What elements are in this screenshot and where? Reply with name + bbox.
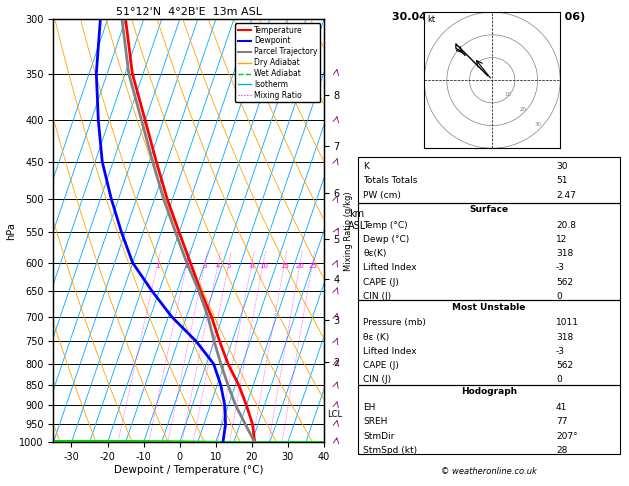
Text: 41: 41 bbox=[556, 403, 567, 412]
Text: SREH: SREH bbox=[364, 417, 388, 426]
Y-axis label: hPa: hPa bbox=[6, 222, 16, 240]
Y-axis label: km
ASL: km ASL bbox=[347, 209, 365, 231]
Text: Pressure (mb): Pressure (mb) bbox=[364, 318, 426, 327]
Text: 10: 10 bbox=[504, 92, 511, 97]
Text: θε(K): θε(K) bbox=[364, 249, 387, 258]
Text: 30: 30 bbox=[556, 162, 567, 171]
Text: CAPE (J): CAPE (J) bbox=[364, 278, 399, 287]
Text: K: K bbox=[364, 162, 369, 171]
Text: 1: 1 bbox=[155, 263, 160, 269]
Text: 10: 10 bbox=[259, 263, 268, 269]
Legend: Temperature, Dewpoint, Parcel Trajectory, Dry Adiabat, Wet Adiabat, Isotherm, Mi: Temperature, Dewpoint, Parcel Trajectory… bbox=[235, 23, 320, 102]
Text: 318: 318 bbox=[556, 332, 573, 342]
Text: 77: 77 bbox=[556, 417, 567, 426]
Text: kt: kt bbox=[427, 15, 435, 24]
Text: -3: -3 bbox=[556, 263, 565, 273]
Text: 5: 5 bbox=[226, 263, 231, 269]
Text: 0: 0 bbox=[556, 375, 562, 384]
Text: PW (cm): PW (cm) bbox=[364, 191, 401, 200]
Text: 20: 20 bbox=[296, 263, 304, 269]
Text: 20: 20 bbox=[520, 107, 526, 112]
Text: θε (K): θε (K) bbox=[364, 332, 389, 342]
Text: 20.8: 20.8 bbox=[556, 221, 576, 229]
Text: 3: 3 bbox=[203, 263, 208, 269]
Bar bbox=[358, 157, 620, 203]
Text: 1011: 1011 bbox=[556, 318, 579, 327]
Text: Lifted Index: Lifted Index bbox=[364, 263, 417, 273]
Text: 15: 15 bbox=[280, 263, 289, 269]
Text: 51: 51 bbox=[556, 176, 567, 185]
Text: 28: 28 bbox=[556, 446, 567, 455]
Text: Mixing Ratio (g/kg): Mixing Ratio (g/kg) bbox=[344, 191, 353, 271]
Bar bbox=[358, 300, 620, 385]
Text: Hodograph: Hodograph bbox=[461, 387, 517, 396]
Text: CIN (J): CIN (J) bbox=[364, 375, 391, 384]
Text: Most Unstable: Most Unstable bbox=[452, 302, 526, 312]
Text: 562: 562 bbox=[556, 361, 573, 370]
Text: 2.47: 2.47 bbox=[556, 191, 576, 200]
Text: 12: 12 bbox=[556, 235, 567, 244]
Text: Temp (°C): Temp (°C) bbox=[364, 221, 408, 229]
Bar bbox=[358, 385, 620, 454]
Text: 562: 562 bbox=[556, 278, 573, 287]
Text: 30: 30 bbox=[535, 122, 542, 127]
Text: 8: 8 bbox=[250, 263, 254, 269]
Text: 25: 25 bbox=[308, 263, 317, 269]
Text: 207°: 207° bbox=[556, 432, 577, 441]
Text: 30.04.2024  18GMT  (Base: 06): 30.04.2024 18GMT (Base: 06) bbox=[392, 12, 586, 22]
Text: 2: 2 bbox=[185, 263, 189, 269]
Text: StmSpd (kt): StmSpd (kt) bbox=[364, 446, 418, 455]
Title: 51°12'N  4°2B'E  13m ASL: 51°12'N 4°2B'E 13m ASL bbox=[116, 7, 262, 17]
Text: StmDir: StmDir bbox=[364, 432, 395, 441]
Text: EH: EH bbox=[364, 403, 376, 412]
Text: LCL: LCL bbox=[326, 410, 342, 419]
Text: -3: -3 bbox=[556, 347, 565, 356]
Text: CIN (J): CIN (J) bbox=[364, 292, 391, 301]
Text: © weatheronline.co.uk: © weatheronline.co.uk bbox=[441, 468, 537, 476]
Text: CAPE (J): CAPE (J) bbox=[364, 361, 399, 370]
Text: 4: 4 bbox=[216, 263, 221, 269]
Text: Lifted Index: Lifted Index bbox=[364, 347, 417, 356]
Bar bbox=[358, 203, 620, 300]
Text: Dewp (°C): Dewp (°C) bbox=[364, 235, 409, 244]
Text: Surface: Surface bbox=[469, 205, 509, 214]
Text: 0: 0 bbox=[556, 292, 562, 301]
Text: 318: 318 bbox=[556, 249, 573, 258]
X-axis label: Dewpoint / Temperature (°C): Dewpoint / Temperature (°C) bbox=[114, 465, 264, 475]
Text: Totals Totals: Totals Totals bbox=[364, 176, 418, 185]
